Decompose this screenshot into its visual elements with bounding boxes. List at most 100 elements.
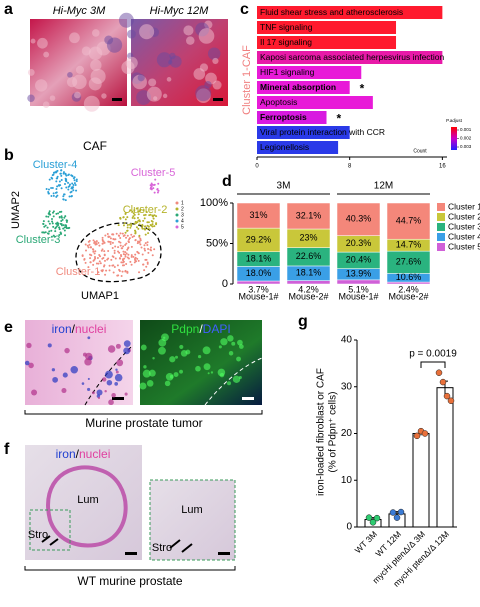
umap-point — [47, 188, 50, 191]
umap-point — [111, 241, 114, 244]
micrograph — [30, 19, 127, 106]
umap-point — [108, 264, 111, 267]
umap-point — [56, 185, 59, 188]
panel-label: d — [222, 173, 232, 190]
umap-point — [119, 244, 122, 247]
umap-point — [75, 189, 78, 192]
umap-point — [149, 224, 152, 227]
umap-point — [88, 253, 91, 256]
bar — [257, 66, 362, 79]
region-label: Stro — [28, 529, 48, 541]
bar-segment — [336, 202, 381, 236]
tissue-texture — [180, 350, 188, 357]
tissue-texture — [24, 360, 30, 366]
umap-point — [57, 184, 60, 187]
legend-label: Cluster 1 — [448, 201, 480, 211]
legend-label: Cluster 5 — [448, 241, 480, 251]
y-tick-label: 30 — [341, 381, 353, 392]
umap-point — [67, 174, 70, 177]
value-label: 2.4% — [398, 284, 419, 294]
umap-point — [153, 225, 156, 228]
umap-point — [94, 250, 97, 253]
tissue-texture — [142, 369, 151, 378]
umap-point — [135, 221, 138, 224]
bar — [257, 51, 443, 64]
umap-point — [123, 222, 126, 225]
value-label: 14.7% — [396, 240, 422, 250]
umap-point — [123, 234, 126, 237]
value-label: 3.7% — [248, 284, 269, 294]
umap-point — [55, 225, 58, 228]
tissue-texture — [115, 368, 118, 371]
umap-point — [139, 243, 142, 246]
umap-point — [130, 233, 133, 236]
tissue-texture — [139, 382, 147, 390]
bracket — [24, 410, 263, 415]
tissue-texture — [26, 342, 32, 349]
umap-point — [135, 226, 138, 229]
tissue-texture — [69, 32, 80, 44]
panel-label: c — [240, 1, 249, 18]
scale-bar — [213, 98, 223, 101]
legend-label: 4 — [181, 218, 184, 224]
umap-point — [138, 223, 141, 226]
umap-point — [73, 179, 76, 182]
umap-point — [121, 247, 124, 250]
tissue-texture — [232, 375, 241, 384]
stain-part: Pdpn — [171, 322, 199, 336]
tissue-texture — [115, 370, 119, 374]
umap-point — [141, 253, 144, 256]
cluster-label: Cluster-1 — [56, 266, 101, 278]
umap-point — [62, 224, 65, 227]
tissue-texture — [114, 382, 119, 386]
umap-point — [58, 216, 61, 219]
umap-point — [126, 226, 129, 229]
umap-point — [60, 216, 63, 219]
tissue-texture — [62, 372, 68, 378]
region-label: Stro — [152, 542, 172, 554]
tissue-texture — [49, 95, 56, 101]
umap-point — [106, 233, 109, 236]
tissue-texture — [31, 389, 38, 396]
umap-point — [146, 241, 149, 244]
umap-point — [56, 175, 59, 178]
value-label: 20.3% — [346, 238, 372, 248]
legend-swatch — [437, 243, 445, 251]
data-point — [447, 397, 455, 405]
umap-point — [140, 246, 143, 249]
umap-point — [125, 236, 128, 239]
colorbar-tick-label: 0.001 — [460, 127, 472, 132]
stain-part: / — [72, 322, 76, 336]
value-label: 44.7% — [396, 215, 422, 225]
umap-point — [48, 230, 51, 233]
legend-swatch — [175, 213, 179, 217]
tissue-texture — [237, 339, 243, 346]
umap-point — [101, 257, 104, 260]
umap-point — [60, 169, 63, 172]
legend-label: 1 — [181, 200, 184, 206]
tissue-texture — [121, 60, 135, 75]
umap-point — [134, 256, 137, 259]
umap-point — [65, 180, 68, 183]
umap-point — [111, 233, 114, 236]
bar — [257, 36, 397, 49]
data-point — [439, 378, 447, 386]
umap-point — [65, 186, 68, 189]
legend-swatch — [437, 223, 445, 231]
value-label: 27.6% — [396, 257, 422, 267]
umap-point — [101, 236, 104, 239]
umap-point — [88, 239, 91, 242]
umap-point — [111, 255, 114, 258]
tissue-texture — [104, 370, 113, 379]
umap-point — [125, 242, 128, 245]
umap-point — [47, 220, 50, 223]
umap-point — [48, 222, 51, 225]
umap-point — [122, 264, 125, 267]
tissue-texture — [30, 38, 36, 44]
umap-point — [59, 172, 62, 175]
umap-point — [63, 229, 66, 232]
umap-point — [156, 191, 159, 194]
umap-point — [126, 234, 129, 237]
umap-point — [116, 274, 119, 277]
legend-swatch — [175, 207, 179, 211]
